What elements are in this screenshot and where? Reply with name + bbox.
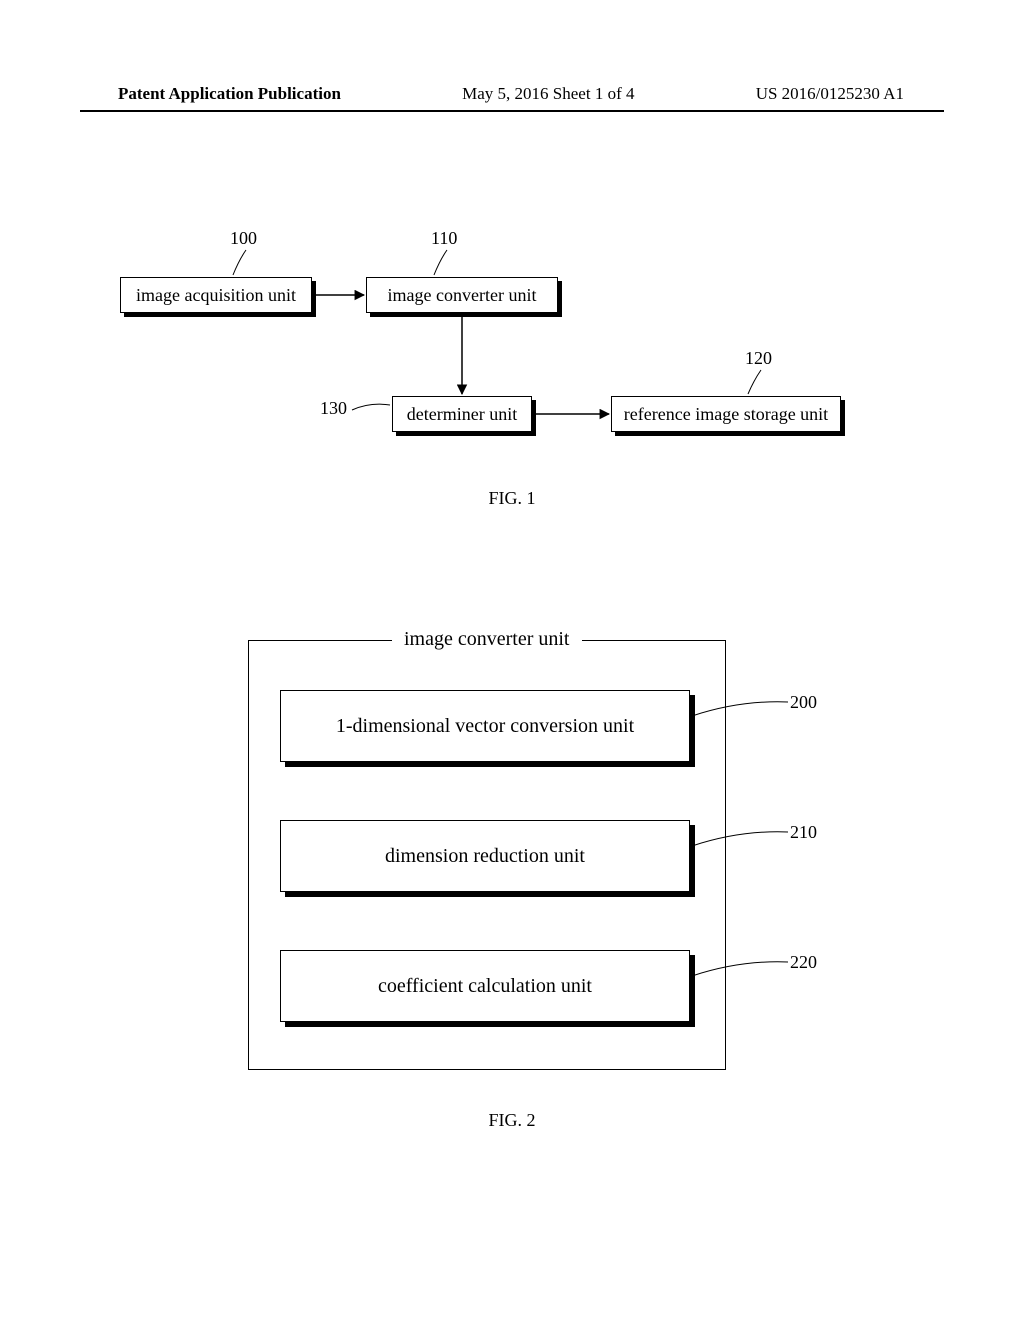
fig2-box-dimension-label: dimension reduction unit <box>385 845 585 868</box>
fig1-box-converter-label: image converter unit <box>388 285 537 306</box>
fig1-ref-100: 100 <box>230 228 257 249</box>
page: Patent Application Publication May 5, 20… <box>0 0 1024 1320</box>
fig2-box-coefficient-label: coefficient calculation unit <box>378 975 592 998</box>
fig2-groupbox-title: image converter unit <box>392 628 582 651</box>
fig1-ref-130: 130 <box>320 398 347 419</box>
fig2-box-vector-label: 1-dimensional vector conversion unit <box>336 715 634 738</box>
fig2-ref-220: 220 <box>790 952 817 973</box>
header-left: Patent Application Publication <box>118 84 341 104</box>
header-rule <box>80 110 944 112</box>
fig1-box-storage-label: reference image storage unit <box>624 404 828 425</box>
fig2-ref-200: 200 <box>790 692 817 713</box>
fig1-ref-120: 120 <box>745 348 772 369</box>
fig2-ref-210: 210 <box>790 822 817 843</box>
fig1-caption: FIG. 1 <box>0 488 1024 509</box>
fig2-caption: FIG. 2 <box>0 1110 1024 1131</box>
header-right: US 2016/0125230 A1 <box>756 84 904 104</box>
header-mid: May 5, 2016 Sheet 1 of 4 <box>462 84 634 104</box>
fig1-box-determiner-label: determiner unit <box>407 404 517 425</box>
fig1-ref-110: 110 <box>431 228 457 249</box>
fig1-box-acquisition-label: image acquisition unit <box>136 285 296 306</box>
page-header: Patent Application Publication May 5, 20… <box>0 84 1024 104</box>
